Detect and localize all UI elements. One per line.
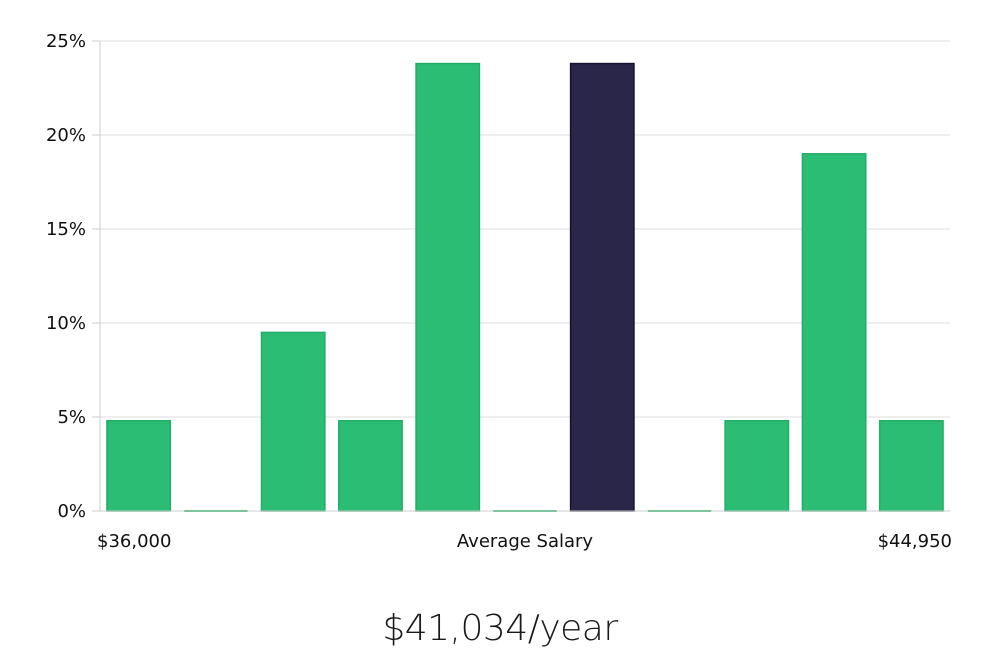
axis-layer: 0% 5% 10% 15% 20% 25% bbox=[46, 31, 950, 522]
y-tick-label-25: 25% bbox=[46, 31, 86, 52]
bar-4 bbox=[415, 62, 481, 512]
bar-highlight-6 bbox=[569, 62, 635, 512]
bar-9 bbox=[801, 153, 867, 512]
x-axis-label: Average Salary bbox=[457, 531, 594, 552]
average-salary-value: $41,034/year bbox=[382, 608, 618, 649]
bar-0 bbox=[106, 420, 172, 512]
y-tick-label-5: 5% bbox=[57, 407, 86, 428]
bar-8 bbox=[724, 420, 790, 512]
salary-distribution-chart: 0%5%10%15%20%25% $36,000 Average Salary … bbox=[46, 31, 952, 552]
bars-layer bbox=[106, 62, 944, 512]
y-tick-label-0: 0% bbox=[57, 501, 86, 522]
x-max-label: $44,950 bbox=[878, 531, 952, 552]
y-tick-label-20: 20% bbox=[46, 125, 86, 146]
bar-10 bbox=[878, 420, 944, 512]
x-min-label: $36,000 bbox=[97, 531, 171, 552]
y-tick-label-10: 10% bbox=[46, 313, 86, 334]
bar-2 bbox=[260, 331, 326, 512]
bar-3 bbox=[338, 420, 403, 512]
y-tick-label-15: 15% bbox=[46, 219, 86, 240]
